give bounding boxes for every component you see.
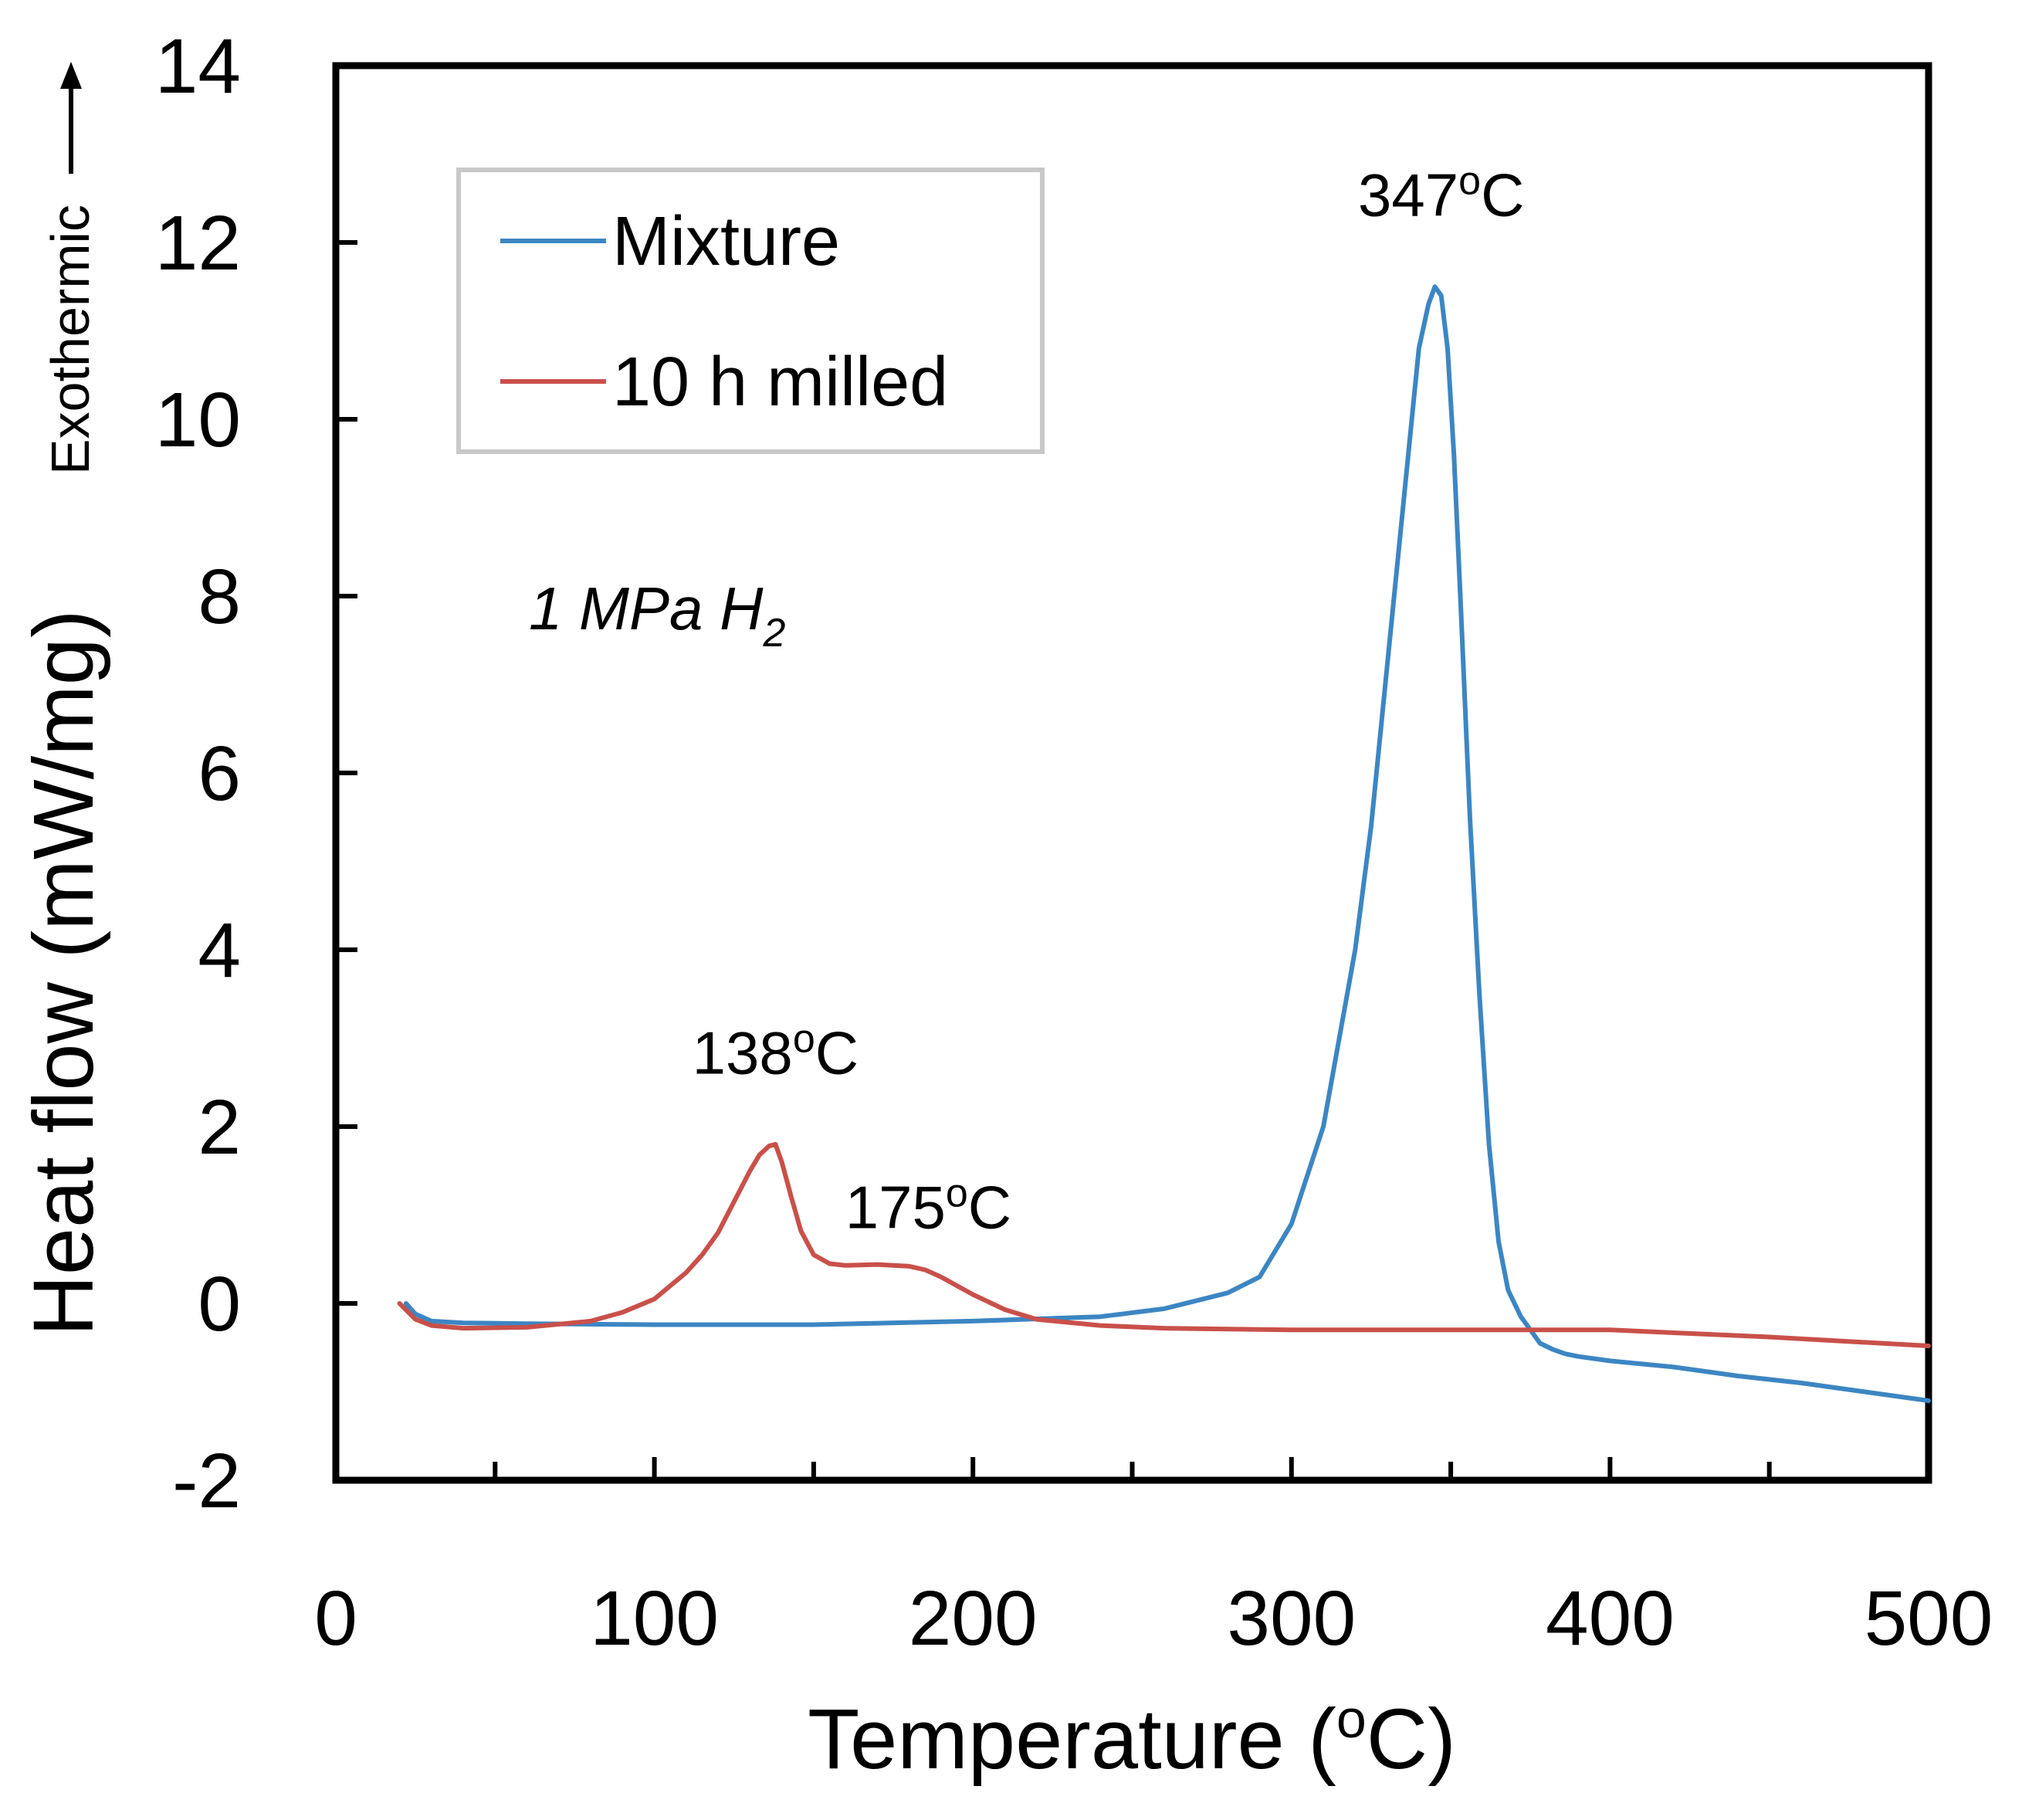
peak-annotation-superscript: o [793, 1016, 815, 1061]
legend-label-mixture: Mixture [612, 203, 840, 280]
y-tick-label: 8 [198, 554, 241, 640]
y-tick-label: 6 [198, 730, 241, 817]
x-tick-label: 200 [909, 1575, 1038, 1662]
x-tick-label: 500 [1865, 1575, 1993, 1662]
y-axis-ticks: -2 0 2 4 6 8 10 12 14 [155, 23, 357, 1524]
y-tick-label: 4 [198, 907, 241, 994]
x-axis-title-superscript: o [1336, 1689, 1367, 1749]
legend-box [456, 168, 1045, 454]
y-tick-label: 0 [198, 1261, 241, 1347]
y-tick-label: 14 [155, 23, 241, 110]
series-line-10-h-milled [397, 1141, 1931, 1348]
legend: Mixture 10 h milled [456, 168, 1045, 454]
peak-annotation: 347oC [1358, 159, 1524, 229]
x-tick-label: 400 [1546, 1575, 1675, 1662]
x-axis-title: Temperature (oC) [808, 1689, 1456, 1787]
peak-annotation-unit: C [815, 1018, 859, 1086]
x-tick-label: 300 [1227, 1575, 1356, 1662]
exothermic-arrow-head [60, 62, 82, 89]
y-axis-title: Heat flow (mW/mg) [16, 609, 111, 1336]
x-axis-title-end: C) [1367, 1692, 1456, 1787]
x-axis-ticks: 0 100 200 300 400 500 [314, 1457, 1993, 1662]
exothermic-label: Exothermic [40, 205, 100, 475]
condition-main: 1 MPa H [529, 574, 764, 642]
y-tick-label: 2 [198, 1084, 241, 1171]
peak-annotation-value: 138 [693, 1018, 793, 1086]
condition-subscript: 2 [762, 611, 785, 656]
peak-annotation-value: 347 [1358, 161, 1458, 229]
peak-annotation-superscript: o [1458, 159, 1481, 204]
peak-annotation-value: 175 [845, 1174, 946, 1242]
peak-annotation-unit: C [968, 1174, 1011, 1242]
y-tick-label: 10 [155, 377, 241, 463]
x-tick-label: 0 [314, 1575, 357, 1662]
y-tick-label: 12 [155, 200, 241, 286]
peak-annotation: 175oC [845, 1171, 1011, 1242]
x-tick-label: 100 [590, 1575, 719, 1662]
peak-annotation-superscript: o [946, 1171, 968, 1216]
series-group [397, 284, 1931, 1403]
x-axis-title-main: Temperature ( [808, 1692, 1336, 1787]
series-line-mixture [403, 284, 1931, 1403]
y-tick-label: -2 [172, 1438, 241, 1524]
legend-label-10h-milled: 10 h milled [612, 344, 948, 421]
peak-annotation-unit: C [1481, 161, 1524, 229]
peak-annotation: 138oC [693, 1016, 859, 1086]
condition-label: 1 MPa H2 [529, 574, 785, 656]
exothermic-indicator: Exothermic [40, 62, 100, 475]
